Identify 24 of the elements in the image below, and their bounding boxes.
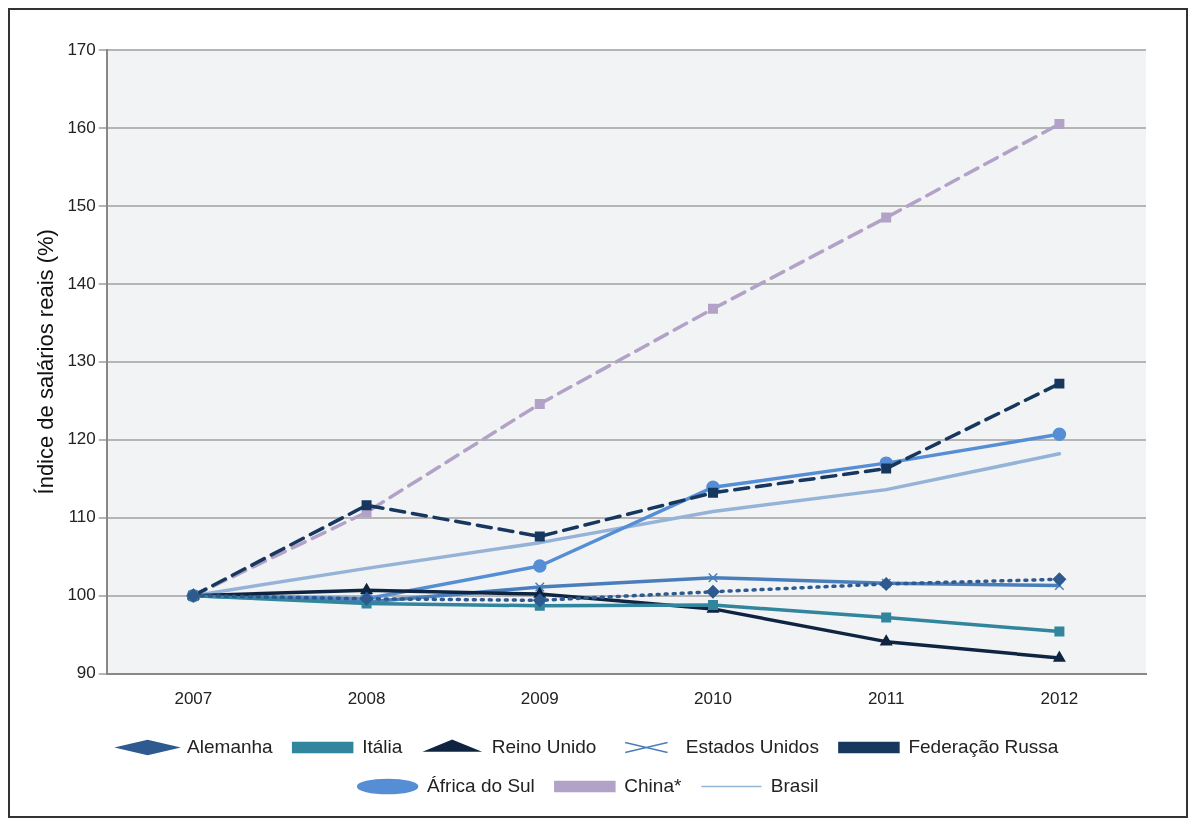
x-tick-label: 2009 [520,689,559,709]
legend-label: Brasil [770,774,819,796]
y-tick-label: 150 [67,195,96,215]
y-tick-label: 120 [67,429,96,449]
legend-label: Federação Russa [908,735,1059,757]
y-tick-label: 170 [67,39,96,59]
legend-label: Estados Unidos [685,735,819,757]
y-tick-label: 140 [67,273,96,293]
x-tick-label: 2007 [174,689,213,709]
legend-label: Alemanha [187,735,274,757]
x-tick-label: 2012 [1040,689,1079,709]
y-tick-label: 100 [67,585,96,605]
legend-label: China* [624,774,682,796]
y-axis-title: Índice de salários reais (%) [33,229,59,495]
y-tick-label: 90 [76,663,96,683]
y-tick-label: 110 [68,507,96,527]
legend-label: África do Sul [427,774,535,796]
legend-label: Reino Unido [491,735,597,757]
y-tick-label: 160 [67,117,96,137]
x-tick-label: 2010 [694,689,732,709]
x-tick-label: 2011 [867,689,905,709]
legend-label: Itália [362,735,403,757]
y-tick-label: 130 [67,351,96,371]
x-tick-label: 2008 [347,689,386,709]
